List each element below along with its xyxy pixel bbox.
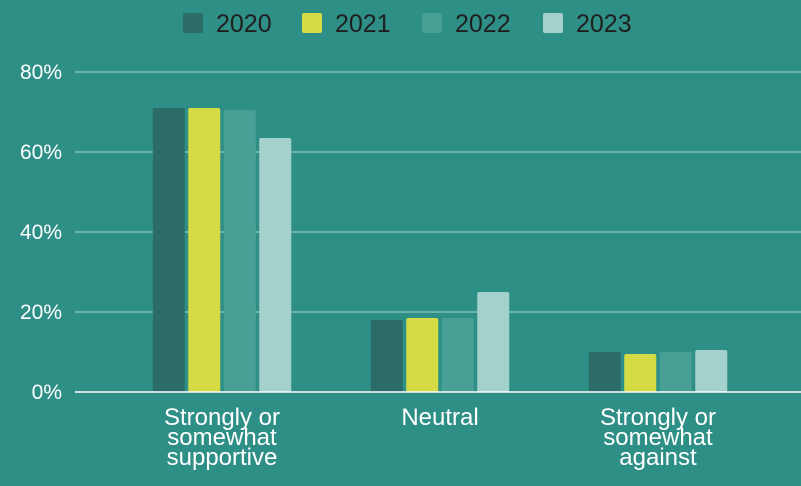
- bars: [152, 108, 728, 392]
- legend: 2020 2021 2022 2023: [183, 10, 632, 38]
- y-tick-label: 20%: [20, 301, 62, 324]
- bar-2021-0: [188, 108, 221, 392]
- y-tick-label: 0%: [32, 381, 62, 404]
- y-tick-label: 40%: [20, 221, 62, 244]
- bar-2022-2: [659, 352, 692, 392]
- y-axis: 0% 20% 40% 60% 80%: [20, 61, 62, 404]
- legend-label: 2021: [335, 10, 391, 38]
- legend-label: 2020: [216, 10, 272, 38]
- bar-2021-2: [624, 354, 657, 392]
- legend-label: 2022: [455, 10, 511, 38]
- bar-2020-1: [370, 320, 403, 392]
- legend-swatch-2020: [183, 13, 203, 33]
- bar-2020-0: [152, 108, 185, 392]
- legend-label: 2023: [576, 10, 632, 38]
- x-tick-label: Strongly or somewhat supportive: [164, 404, 280, 471]
- legend-swatch-2021: [302, 13, 322, 33]
- x-tick-label: Strongly or somewhat against: [600, 404, 716, 471]
- bar-2023-1: [477, 292, 510, 392]
- bar-2021-1: [406, 318, 439, 392]
- y-tick-label: 80%: [20, 61, 62, 84]
- x-axis: Strongly or somewhat supportive Neutral Stro…: [75, 391, 801, 471]
- bar-2022-0: [223, 110, 256, 392]
- bar-2022-1: [441, 318, 474, 392]
- bar-2023-2: [695, 350, 728, 392]
- x-tick-label: Neutral: [401, 404, 478, 431]
- bar-2023-0: [259, 138, 292, 392]
- legend-swatch-2023: [543, 13, 563, 33]
- bar-2020-2: [588, 352, 621, 392]
- y-tick-label: 60%: [20, 141, 62, 164]
- legend-swatch-2022: [422, 13, 442, 33]
